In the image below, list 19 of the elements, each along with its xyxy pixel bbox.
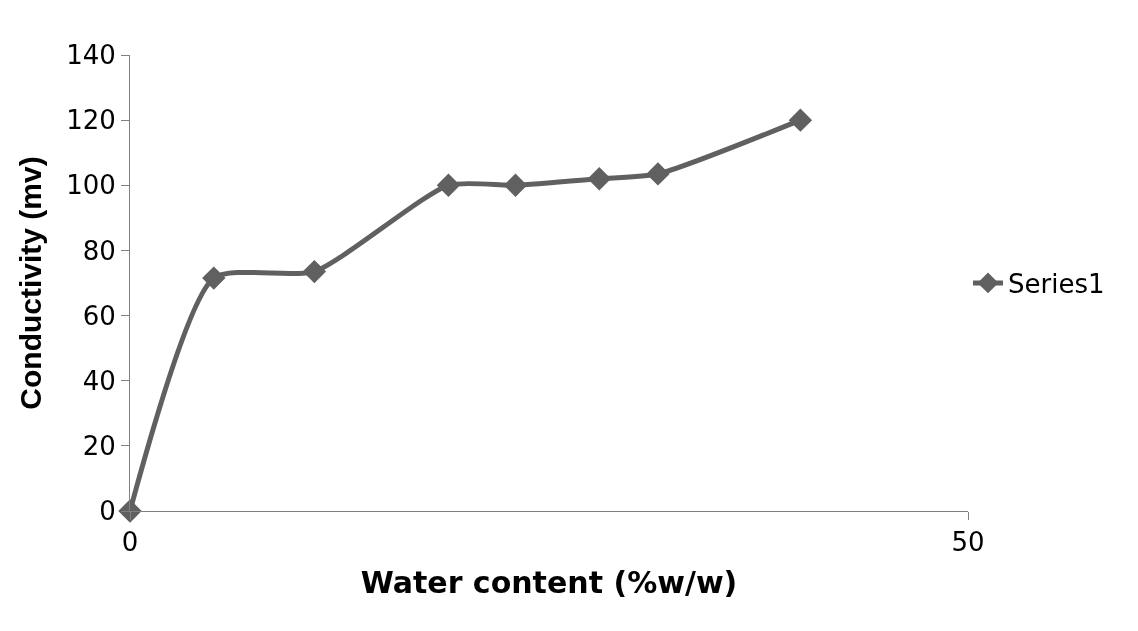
y-axis-title: Conductivity (mv) (14, 156, 48, 410)
y-tick-label: 80 (82, 235, 116, 266)
y-tick-label: 0 (99, 496, 116, 527)
point (436, 173, 461, 197)
legend-label: Series1 (1008, 269, 1105, 300)
y-tick-label: 20 (82, 430, 116, 461)
point (788, 108, 813, 132)
y-tick-label: 60 (82, 300, 116, 331)
point (202, 266, 226, 290)
point (587, 167, 611, 191)
y-tick-label: 120 (66, 105, 116, 136)
y-tick-label: 140 (66, 40, 116, 71)
y-tick-label: 40 (82, 365, 116, 396)
point (503, 173, 528, 197)
point (302, 259, 327, 284)
y-tick-label: 100 (66, 170, 116, 201)
point (646, 162, 670, 186)
x-tick-label: 50 (951, 527, 985, 558)
x-axis-title: Water content (%w/w) (360, 564, 738, 600)
